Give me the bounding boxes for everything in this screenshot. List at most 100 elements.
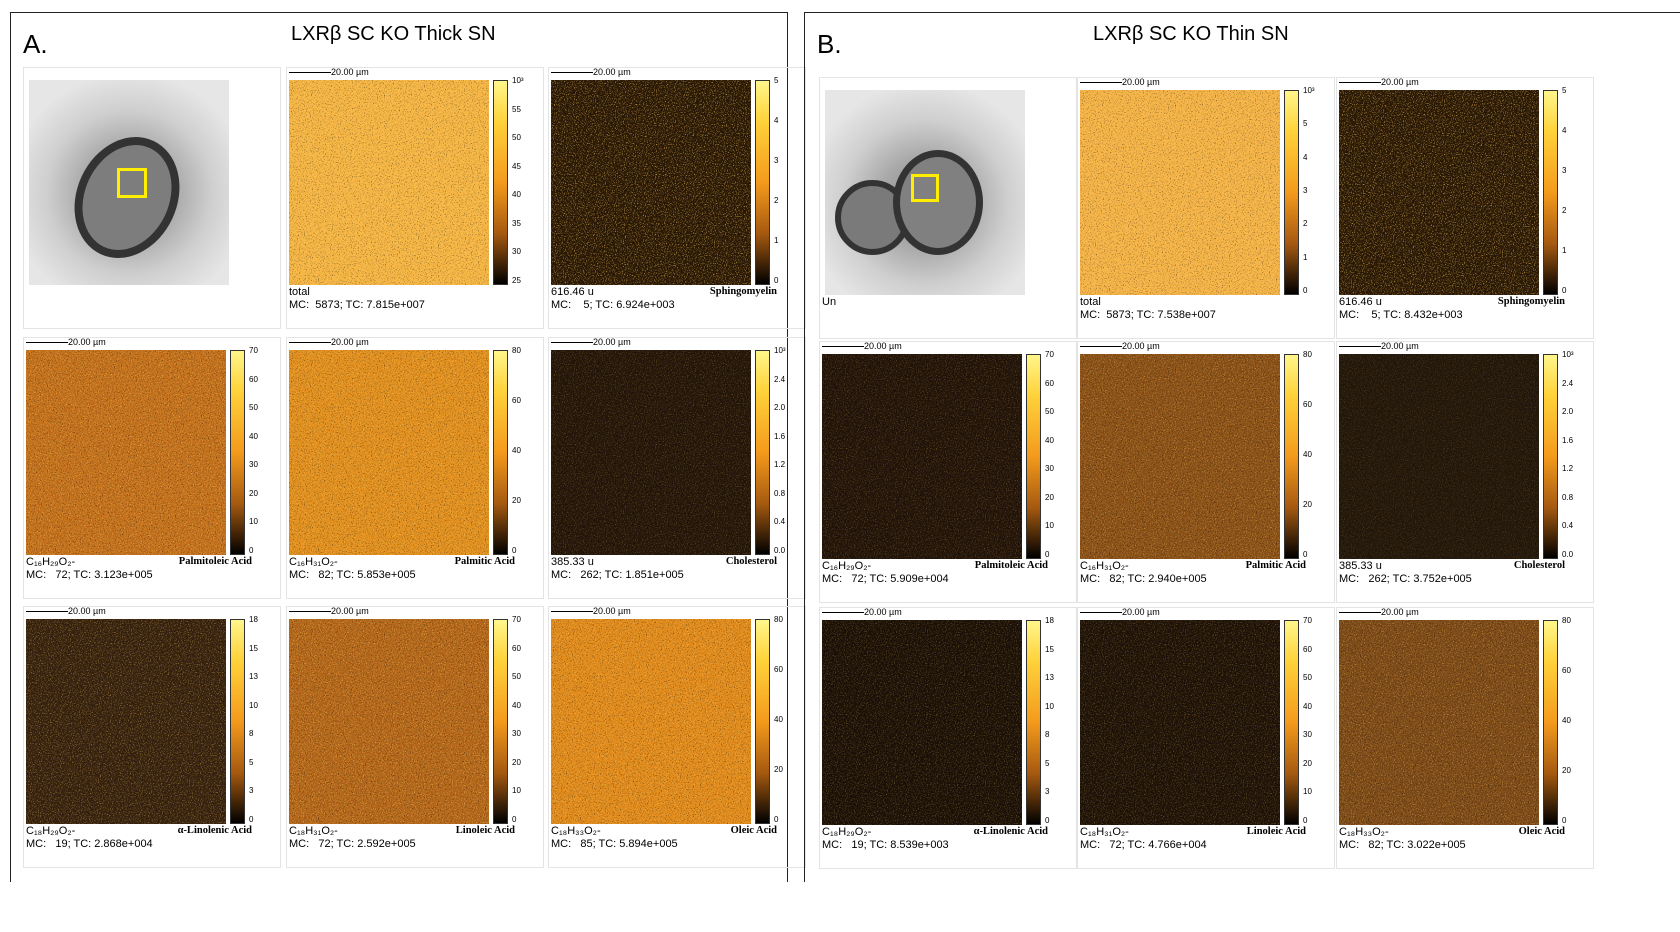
ion-image: [26, 619, 226, 824]
color-bar-tick: 4: [1562, 126, 1567, 135]
noise-layer: [1080, 354, 1280, 559]
ion-map-tile: 20.00 µm 5 4 3 2 1 0 616.46 u Sphingomyelin MC: 5…: [548, 67, 806, 329]
color-bar-tick: 50: [1045, 407, 1054, 417]
noise: [1339, 90, 1539, 295]
ion-image: [289, 350, 489, 555]
color-bar: [230, 350, 245, 555]
color-bar-tick: 10³: [1562, 350, 1574, 359]
scale-label: 20.00 µm: [1122, 607, 1160, 617]
count-info: MC: 262; TC: 3.752e+005: [1339, 573, 1472, 585]
optical-image: [29, 80, 229, 285]
color-bar-tick: 1.6: [1562, 435, 1574, 445]
color-bar-tick: 70: [512, 615, 521, 624]
ion-map-tile: 20.00 µm 10³ 5 4 3 2 1 0 total MC: 5873; TC: 7.53…: [1077, 77, 1335, 339]
color-bar-tick: 40: [249, 431, 258, 441]
ion-map-tile: 20.00 µm 10³ 2.4 2.0 1.6 1.2 0.8 0.4 0.0 385.33 u…: [1336, 341, 1594, 603]
color-bar: [755, 80, 770, 285]
color-bar-tick: 20: [1045, 492, 1054, 502]
color-bar: [493, 350, 508, 555]
ion-map-tile: 20.00 µm 80 60 40 20 0 C₁₆H₃₁O₂- Palmitic Acid M…: [1077, 341, 1335, 603]
ion-label: C₁₈H₃₃O₂-: [551, 825, 601, 837]
color-bar-tick: 0.8: [1562, 492, 1574, 502]
compound-name: Oleic Acid: [1518, 826, 1565, 837]
count-info: MC: 5; TC: 8.432e+003: [1339, 309, 1463, 321]
color-bar: [1543, 620, 1558, 825]
ion-map-tile: 20.00 µm 18 15 13 10 8 5 3 0 C₁₈H₂₉O₂- α-Linolenic…: [819, 607, 1077, 869]
noise-layer: [289, 350, 489, 555]
scale-label: 20.00 µm: [1122, 77, 1160, 87]
color-bar-tick: 30: [1045, 464, 1054, 474]
color-bar-tick: 0: [249, 815, 254, 824]
ion-label: 385.33 u: [1339, 560, 1382, 572]
color-bar-tick: 80: [512, 346, 521, 355]
scale-bar: [26, 342, 68, 343]
noise: [1080, 90, 1280, 295]
color-bar-tick: 2.4: [1562, 378, 1574, 388]
noise-layer: [1339, 354, 1539, 559]
color-bar-tick: 60: [512, 643, 521, 653]
optical-tile: Un: [819, 77, 1077, 339]
color-bar: [230, 619, 245, 824]
scale-bar: [1080, 612, 1122, 613]
count-info: MC: 72; TC: 4.766e+004: [1080, 839, 1207, 851]
color-bar-tick: 0: [1562, 816, 1567, 825]
color-bar-tick: 80: [1303, 350, 1312, 359]
panel-label: A.: [23, 29, 48, 59]
compound-name: Palmitic Acid: [1245, 560, 1306, 571]
ion-map-tile: 20.00 µm 80 60 40 20 0 C₁₆H₃₁O₂- Palmitic Acid M…: [286, 337, 544, 599]
compound-name: Palmitoleic Acid: [974, 560, 1048, 571]
scale-label: 20.00 µm: [68, 606, 106, 616]
color-bar-tick: 40: [1562, 716, 1571, 725]
color-bar-tick: 8: [249, 729, 254, 739]
ion-label: total: [1080, 296, 1101, 308]
ion-label: C₁₈H₃₃O₂-: [1339, 826, 1389, 838]
color-bar-tick: 40: [1303, 701, 1312, 711]
color-bar-tick: 60: [1303, 644, 1312, 654]
noise-layer: [822, 620, 1022, 825]
color-bar-tick: 8: [1045, 730, 1050, 740]
ion-map-tile: 20.00 µm 10³ 2.4 2.0 1.6 1.2 0.8 0.4 0.0 385.33 u…: [548, 337, 806, 599]
color-bar-tick: 0.0: [774, 546, 786, 555]
color-bar-tick: 13: [249, 672, 258, 682]
color-bar-tick: 40: [1045, 435, 1054, 445]
ion-image: [551, 80, 751, 285]
noise: [289, 350, 489, 555]
color-bar-tick: 70: [1045, 350, 1054, 359]
color-bar-tick: 40: [1303, 450, 1312, 459]
noise: [1080, 354, 1280, 559]
color-bar-tick: 18: [249, 615, 258, 624]
compound-name: Cholesterol: [725, 556, 777, 567]
color-bar-tick: 60: [1045, 378, 1054, 388]
color-bar-tick: 1.6: [774, 431, 786, 441]
count-info: MC: 72; TC: 2.592e+005: [289, 838, 416, 850]
scale-label: 20.00 µm: [331, 337, 369, 347]
scale-bar: [289, 611, 331, 612]
color-bar-tick: 18: [1045, 616, 1054, 625]
scale-label: 20.00 µm: [68, 337, 106, 347]
color-bar-tick: 2.0: [1562, 407, 1574, 417]
noise-layer: [1339, 620, 1539, 825]
noise: [289, 80, 489, 285]
color-bar-tick: 10: [512, 786, 521, 796]
color-bar-tick: 5: [1303, 119, 1308, 129]
scale-label: 20.00 µm: [1122, 341, 1160, 351]
color-bar: [493, 80, 508, 285]
color-bar-tick: 2: [774, 196, 779, 205]
panel-title: LXRβ SC KO Thin SN: [1093, 23, 1289, 45]
count-info: MC: 5; TC: 6.924e+003: [551, 299, 675, 311]
count-info: MC: 19; TC: 2.868e+004: [26, 838, 153, 850]
ion-map-tile: 20.00 µm 5 4 3 2 1 0 616.46 u Sphingomyelin MC: 5…: [1336, 77, 1594, 339]
ion-map-tile: 20.00 µm 70 60 50 40 30 20 10 0 C₁₆H₂₉O₂- Palmitol…: [819, 341, 1077, 603]
color-bar-tick: 45: [512, 161, 521, 171]
color-bar-tick: 15: [249, 643, 258, 653]
scale-bar: [289, 72, 331, 73]
color-bar-tick: 10³: [1303, 86, 1315, 95]
color-bar-tick: 0.8: [774, 488, 786, 498]
color-bar-tick: 5: [774, 76, 779, 85]
color-bar: [493, 619, 508, 824]
ion-map-tile: 20.00 µm 70 60 50 40 30 20 10 0 C₁₈H₃₁O₂- Linoleic…: [1077, 607, 1335, 869]
color-bar-tick: 0: [1303, 816, 1308, 825]
cell: [893, 150, 983, 255]
scale-bar: [551, 611, 593, 612]
scale-label: 20.00 µm: [864, 341, 902, 351]
